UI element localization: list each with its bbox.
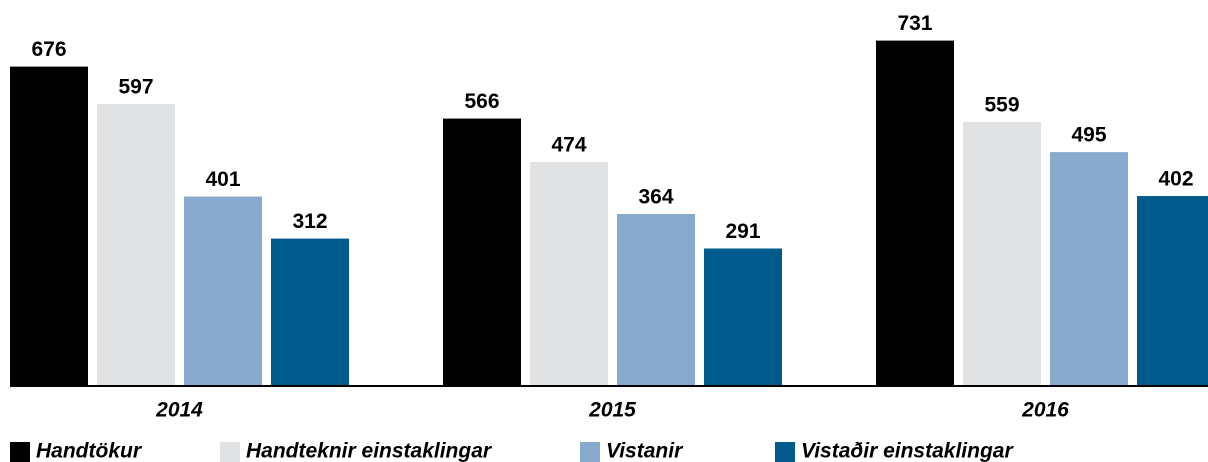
bar	[963, 121, 1041, 386]
legend-swatch	[220, 442, 240, 462]
bar	[1137, 196, 1208, 386]
value-label: 731	[897, 12, 932, 35]
x-tick-label: 2016	[1021, 399, 1069, 422]
legend-swatch	[10, 442, 30, 462]
value-label: 495	[1071, 124, 1106, 147]
bar	[876, 40, 954, 386]
value-label: 566	[464, 90, 499, 113]
value-label: 474	[551, 134, 586, 157]
legend-label: Vistanir	[606, 440, 684, 462]
bar	[704, 248, 782, 386]
bar	[97, 103, 175, 386]
value-label: 676	[31, 38, 66, 61]
value-label: 559	[984, 93, 1019, 116]
bar	[617, 214, 695, 386]
value-label: 597	[118, 75, 153, 98]
value-label: 402	[1158, 168, 1193, 191]
legend-label: Vistaðir einstaklingar	[801, 440, 1014, 462]
bar	[530, 162, 608, 386]
bar	[1050, 152, 1128, 386]
value-label: 401	[205, 168, 240, 191]
value-label: 364	[638, 186, 673, 209]
value-label: 312	[292, 210, 327, 233]
bar	[443, 118, 521, 386]
bar	[184, 196, 262, 386]
x-tick-label: 2014	[155, 399, 203, 422]
legend-label: Handtökur	[36, 440, 143, 462]
value-label: 291	[725, 220, 760, 243]
legend-label: Handteknir einstaklingar	[246, 440, 493, 462]
bar	[271, 238, 349, 386]
legend-swatch	[580, 442, 600, 462]
legend-swatch	[775, 442, 795, 462]
x-tick-label: 2015	[588, 399, 636, 422]
bar	[10, 66, 88, 386]
